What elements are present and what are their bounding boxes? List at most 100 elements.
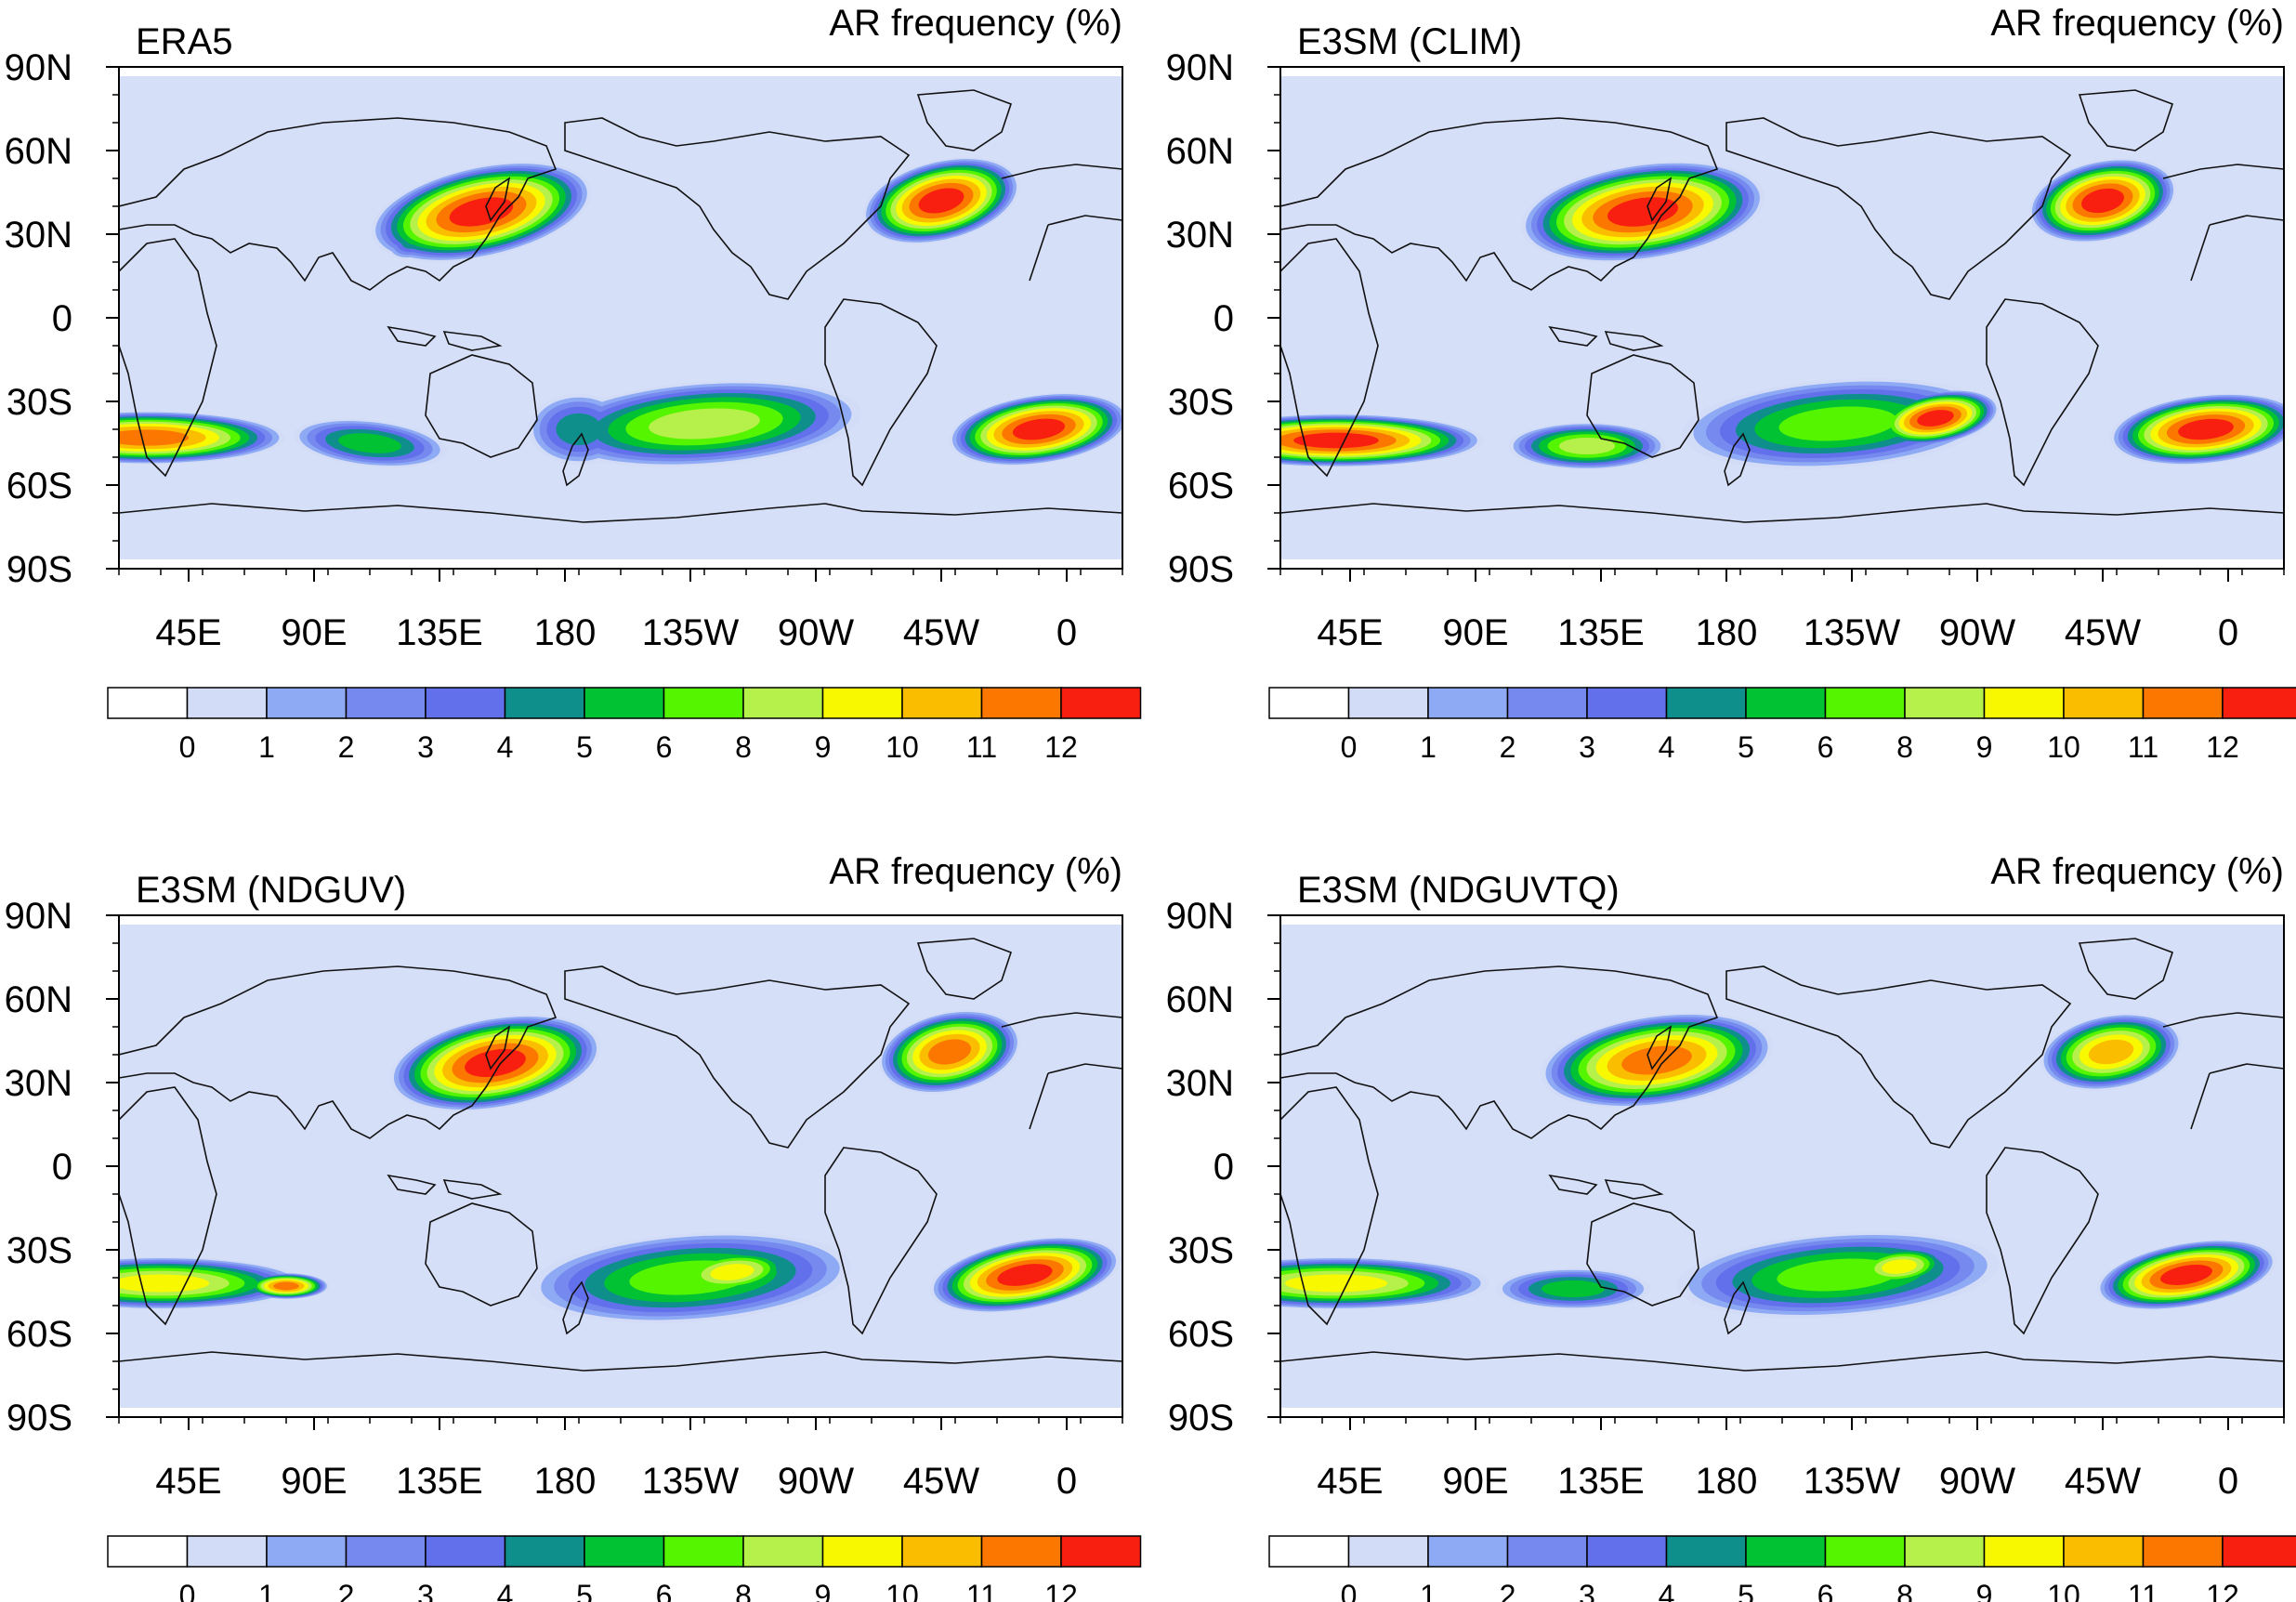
ar-frequency-contour	[2160, 1265, 2212, 1285]
lon-tick-label: 0	[1056, 612, 1077, 653]
lat-tick-label: 60N	[5, 979, 72, 1020]
lat-tick-label: 0	[1214, 298, 1234, 339]
colorbar-label: 8	[735, 1579, 752, 1602]
ar-frequency-contour	[338, 433, 401, 453]
colorbar-swatch	[107, 1535, 189, 1568]
panel-clim: E3SM (CLIM) AR frequency (%) 90N 60N 30N 0 30S…	[1166, 3, 2296, 764]
ar-frequency-contour	[1882, 1259, 1917, 1274]
colorbar-swatch	[2063, 687, 2145, 719]
colorbar-swatch	[1904, 687, 1986, 719]
colorbar-label: 10	[886, 1579, 919, 1602]
ar-frequency-contour	[556, 413, 602, 446]
colorbar-swatch	[1983, 687, 2065, 719]
colorbar-swatch	[266, 1535, 348, 1568]
ar-frequency-contour	[927, 1039, 972, 1065]
colorbar-swatch	[980, 687, 1062, 719]
colorbar-swatch	[742, 687, 824, 719]
lon-tick-label: 45E	[1317, 1461, 1383, 1502]
colorbar-label: 1	[1420, 730, 1437, 764]
colorbar-swatch	[663, 1535, 744, 1568]
ar-frequency-contour	[1607, 197, 1678, 227]
colorbar-label: 11	[966, 730, 997, 764]
colorbar-label: 2	[1500, 730, 1516, 764]
colorbar-swatch	[107, 687, 189, 719]
lat-tick-label: 60S	[1168, 466, 1234, 506]
lat-tick-label: 90N	[5, 896, 72, 937]
lat-tick-label: 30N	[5, 215, 72, 256]
map-background	[1280, 67, 2284, 569]
colorbar-swatch	[1824, 687, 1906, 719]
lat-tick-label: 0	[1214, 1147, 1234, 1188]
colorbar-swatch	[1586, 687, 1668, 719]
lon-tick-label: 180	[534, 1461, 597, 1502]
lon-tick-label: 90W	[778, 612, 854, 653]
colorbar-swatch	[1745, 687, 1827, 719]
ar-frequency-contour	[1541, 1280, 1606, 1298]
lon-tick-label: 135W	[642, 612, 740, 653]
ar-frequency-contour	[2088, 1039, 2134, 1065]
lat-tick-label: 90S	[1168, 1398, 1234, 1438]
colorbar-label: 9	[1976, 1579, 1993, 1602]
colorbar-swatch	[1506, 1535, 1588, 1568]
colorbar-label: 11	[2128, 1579, 2158, 1602]
colorbar-swatch	[742, 1535, 824, 1568]
colorbar-label: 12	[1044, 730, 1078, 764]
colorbar: 0 1 2 3 4 5 6 8 9 10 11 12	[107, 687, 1142, 764]
colorbar-label: 9	[815, 1579, 832, 1602]
lon-tick-label: 90E	[281, 1461, 347, 1502]
colorbar-swatch	[1665, 1535, 1747, 1568]
colorbar-label: 12	[1044, 1579, 1078, 1602]
lon-tick-label: 45E	[1317, 612, 1383, 653]
ar-frequency-contour	[1012, 418, 1066, 440]
colorbar-swatch	[1983, 1535, 2065, 1568]
panel-ndguvtq: E3SM (NDGUVTQ) AR frequency (%) 90N 60N 30N 0…	[1166, 851, 2296, 1602]
lon-tick-label: 0	[1056, 1461, 1077, 1502]
colorbar-label: 8	[1896, 1579, 1913, 1602]
colorbar-label: 0	[179, 1579, 196, 1602]
lon-tick-label: 0	[2218, 1461, 2238, 1502]
ar-frequency-contour	[1284, 1274, 1388, 1293]
colorbar-label: 0	[1341, 1579, 1358, 1602]
lat-tick-label: 60N	[5, 131, 72, 172]
panel-title: E3SM (CLIM)	[1297, 21, 1522, 62]
lat-tick-label: 90S	[7, 549, 72, 590]
ar-frequency-contour	[649, 408, 760, 440]
colorbar-label: 9	[815, 730, 832, 764]
colorbar-swatch	[901, 1535, 983, 1568]
colorbar: 0 1 2 3 4 5 6 8 9 10 11 12	[1268, 687, 2296, 764]
colorbar-swatch	[2222, 1535, 2296, 1568]
lon-tick-label: 180	[1696, 612, 1758, 653]
lon-tick-label: 90W	[1939, 612, 2015, 653]
lon-tick-label: 135E	[1557, 1461, 1644, 1502]
map-area	[1280, 67, 2284, 569]
colorbar: 0 1 2 3 4 5 6 8 9 10 11 12	[107, 1535, 1142, 1602]
ar-frequency-contour	[710, 1264, 754, 1280]
lon-tick-label: 45W	[2065, 1461, 2141, 1502]
map-background	[119, 67, 1122, 569]
colorbar-label: 5	[576, 1579, 593, 1602]
panel-ndguv: E3SM (NDGUV) AR frequency (%)90N60N30N030…	[5, 851, 1142, 1602]
colorbar-swatch	[1586, 1535, 1668, 1568]
ar-frequency-contour	[119, 1274, 210, 1293]
lon-tick-label: 0	[2218, 612, 2238, 653]
colorbar-label: 6	[656, 1579, 673, 1602]
lat-tick-label: 90S	[1168, 549, 1234, 590]
colorbar-swatch	[1347, 687, 1429, 719]
lat-tick-label: 0	[52, 1147, 72, 1188]
panel-title: E3SM (NDGUV)	[136, 870, 406, 911]
colorbar-label: 2	[338, 730, 355, 764]
colorbar-label: 4	[1659, 1579, 1675, 1602]
lon-tick-label: 45E	[155, 612, 221, 653]
ar-frequency-contour	[1621, 1045, 1692, 1075]
colorbar-label: 4	[497, 730, 514, 764]
colorbar-label: 3	[417, 730, 434, 764]
lon-tick-label: 90E	[1442, 612, 1508, 653]
colorbar-swatch	[821, 1535, 903, 1568]
colorbar-swatch	[345, 1535, 426, 1568]
colorbar-label: 4	[1659, 730, 1675, 764]
lat-tick-label: 60S	[1168, 1314, 1234, 1355]
lat-tick-label: 30N	[5, 1063, 72, 1104]
panel-right-title: AR frequency (%)	[829, 851, 1122, 892]
lon-tick-label: 135W	[1804, 612, 1901, 653]
